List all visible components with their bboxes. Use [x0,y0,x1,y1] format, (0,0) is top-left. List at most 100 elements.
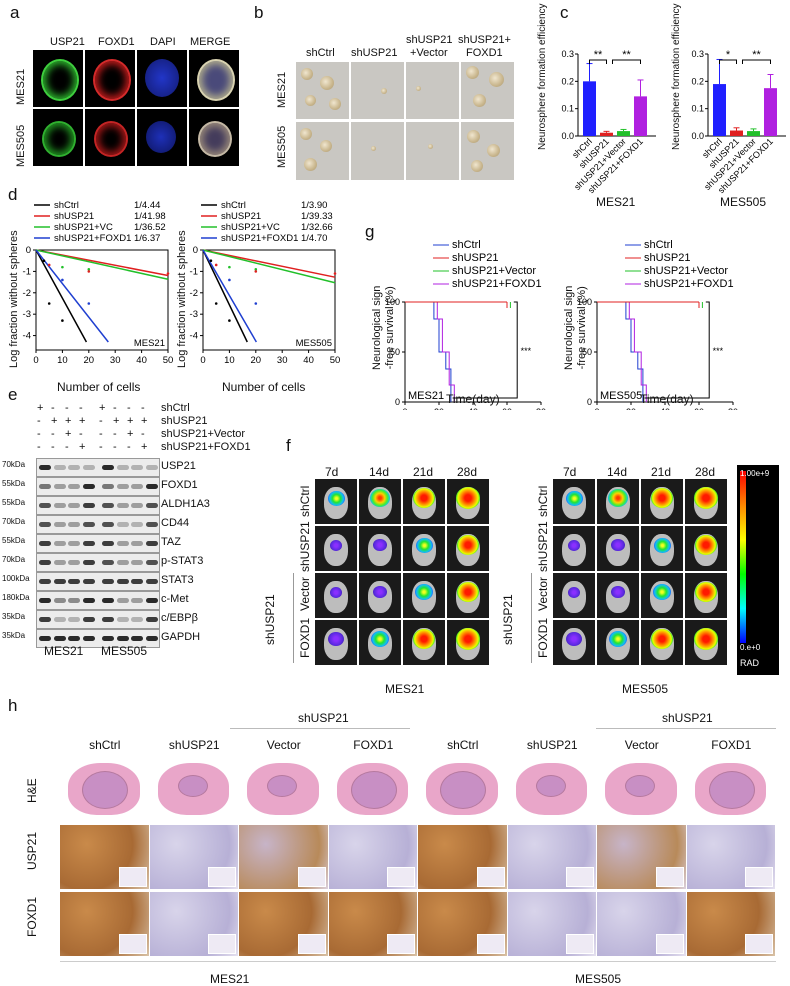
f-signal-blob [413,629,435,649]
f-signal-blob [695,535,717,555]
c-ytick: 0.0 [561,131,574,141]
c-sig-mark: ** [622,49,631,61]
f-mouse-image [315,620,357,665]
e-band [39,598,51,603]
f-mouse-image [641,620,683,665]
f-row-label: Vector [536,576,550,611]
e-cond-vector: shUSP21+Vector [161,428,246,440]
d-ytick: -3 [23,309,31,320]
f-group-mes505: MES505 [622,682,669,696]
f-signal-blob [565,490,583,506]
e-band [82,503,95,508]
e-band [68,522,80,527]
e-band [131,484,143,489]
e-lane-sign: - [113,441,117,453]
d-chart-title: MES21 [134,338,165,349]
c-ytick: 0.3 [691,49,704,59]
e-blot-strip [36,572,160,591]
g-xlabel-2: Time(day) [640,392,694,406]
e-lane-sign: - [127,441,131,453]
e-lane-sign: - [37,428,41,440]
f-signal-blob [370,630,390,648]
h-group-label-1: shUSP21 [298,711,349,725]
e-band [131,522,143,527]
d-ytick: -3 [190,309,198,320]
d-point [214,263,218,267]
f-mouse-image [403,573,445,618]
h-tissue-image [507,758,596,822]
h-tissue-image [328,825,417,889]
e-band [145,617,158,622]
h-row-label: H&E [25,778,39,803]
h-inset-zoom [297,934,326,954]
e-lane-sign: - [141,428,145,440]
e-lane-sign: + [99,402,106,414]
h-inset-zoom [566,934,594,954]
f-signal-blob [457,535,479,555]
e-protein-label: FOXD1 [161,479,198,491]
f-row-label: shUSP21 [298,521,312,572]
g-ytick: 0 [395,397,400,407]
col-label-shusp21-vector-a: shUSP21 [406,34,453,46]
panel-label-e: e [8,385,18,404]
f-group-mes21: MES21 [385,682,425,696]
survival-chart-mes21: shCtrlshUSP21shUSP21+VectorshUSP21+FOXD1… [385,240,546,410]
c-ytick: 0.0 [691,131,704,141]
e-band [102,598,114,603]
e-band [53,579,66,584]
h-tissue-image [149,892,238,956]
neurosphere-efficiency-chart: 0.00.10.20.3shCtrlshUSP21shUSP21+Vectors… [561,49,786,195]
e-band [82,617,95,622]
e-mw-label: 100kDa [2,574,30,583]
c-ytick: 0.1 [561,104,574,114]
f-signal-blob [694,487,718,509]
e-band [102,503,114,508]
d-ytick: -4 [23,331,31,342]
g-chart-title: MES505 [600,390,642,402]
e-band [39,636,51,641]
panel-label-f: f [286,436,291,455]
g-legend-name: shUSP21+FOXD1 [644,278,734,290]
f-row-label: FOXD1 [536,617,550,658]
h-inset-zoom [745,934,773,954]
e-protein-label: ALDH1A3 [161,498,210,510]
c-bar [634,96,647,136]
f-timepoint: 7d [563,465,577,479]
c-bar [713,84,726,136]
h-col-label: shCtrl [89,738,121,752]
g-sig-bracket [452,301,518,399]
d-plot-frame [202,249,336,351]
e-band [53,541,66,546]
c-ylabel-1: Neurosphere formation efficiency [537,3,548,150]
e-lane-sign: - [79,428,83,440]
g-legend-name: shUSP21 [452,252,498,264]
h-tissue-image [328,892,417,956]
e-blot-strip [36,458,160,477]
d-legend-value: 1/32.66 [301,222,333,233]
d-xlabel-2: Number of cells [222,380,306,394]
e-blot-strip [36,534,160,553]
e-lane-sign: + [141,415,148,427]
h-col-label: Vector [624,738,659,752]
h-inset-zoom [476,867,505,887]
f-mouse-image [685,526,727,571]
e-lane-sign: - [37,441,41,453]
d-point [254,302,258,305]
western-blot-panel: + - - - + - - - - + + + - + + + - - + - - - + - - - - + - - - + shCtrl … [0,400,260,660]
e-blot-strip [36,591,160,610]
f-timepoint: 21d [413,465,434,479]
e-protein-label: c/EBPβ [161,612,198,624]
d-ytick: -1 [23,266,31,277]
f-signal-blob [415,537,433,553]
neurosphere-chart-mes21: 0.00.10.20.3shCtrlshUSP21shUSP21+Vectors… [561,49,656,195]
e-lane-sign: + [113,415,120,427]
e-band [131,636,143,641]
e-band [116,579,129,584]
h-tissue-image [507,825,596,889]
h-col-label: shUSP21 [526,738,578,752]
h-inset-zoom [208,867,236,887]
e-band [131,617,143,622]
f-signal-blob [653,584,671,601]
survival-chart-mes505: shCtrlshUSP21shUSP21+VectorshUSP21+FOXD1… [577,240,738,410]
d-xtick: 40 [136,355,147,366]
